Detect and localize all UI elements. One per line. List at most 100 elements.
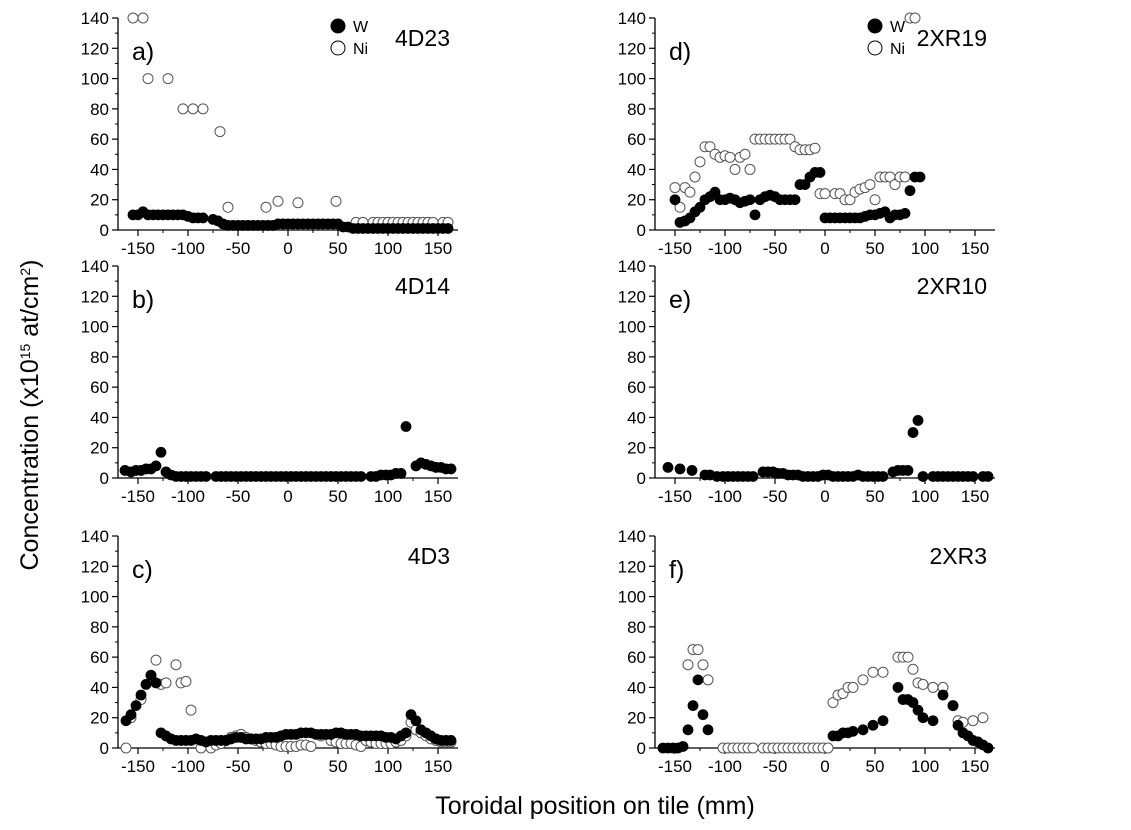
- data-point-ni: [867, 666, 879, 678]
- data-point-ni: [899, 171, 911, 183]
- y-tick-label: 0: [100, 469, 109, 488]
- tile-label: 2XR3: [929, 543, 987, 569]
- x-tick-label: -150: [658, 487, 692, 506]
- data-point-w: [709, 186, 721, 198]
- data-point-ni: [869, 194, 881, 206]
- y-tick-label: 140: [81, 257, 109, 276]
- data-point-ni: [847, 681, 859, 693]
- x-tick-label: -100: [708, 239, 742, 258]
- data-point-ni: [330, 195, 342, 207]
- y-axis-label-main: Concentration (x10: [16, 359, 44, 570]
- y-tick-label: 40: [90, 160, 109, 179]
- data-point-ni: [827, 697, 839, 709]
- data-point-ni: [684, 186, 696, 198]
- data-point-ni: [927, 681, 939, 693]
- data-point-w: [697, 709, 709, 721]
- x-tick-label: -50: [763, 239, 788, 258]
- x-tick-label: -50: [226, 487, 251, 506]
- data-point-ni: [822, 742, 834, 754]
- data-point-ni: [682, 659, 694, 671]
- data-point-w: [702, 724, 714, 736]
- data-point-w: [847, 725, 859, 737]
- y-tick-label: 100: [81, 318, 109, 337]
- data-point-w: [155, 446, 167, 458]
- x-tick-label: -100: [708, 487, 742, 506]
- data-point-w: [694, 201, 706, 213]
- y-tick-label: 20: [627, 439, 646, 458]
- data-point-w: [662, 461, 674, 473]
- panel-label: d): [669, 38, 691, 66]
- data-point-ni: [724, 151, 736, 163]
- data-point-ni: [909, 12, 921, 24]
- data-point-w: [150, 460, 162, 472]
- y-tick-label: 120: [81, 557, 109, 576]
- y-tick-label: 40: [90, 408, 109, 427]
- data-point-w: [445, 735, 457, 746]
- y-tick-label: 120: [81, 39, 109, 58]
- y-tick-label: 0: [637, 469, 646, 488]
- data-point-w: [674, 463, 686, 475]
- x-tick-label: 100: [374, 757, 402, 776]
- data-point-ni: [120, 742, 132, 754]
- x-tick-label: -150: [121, 487, 155, 506]
- data-point-ni: [674, 201, 686, 213]
- y-tick-label: 100: [618, 70, 646, 89]
- legend-ni-marker: [867, 40, 883, 56]
- panel-f: 0 20 40 60 80 100 120 140 -150 -100 -50 0 50 100 150 f)…: [618, 527, 995, 776]
- data-point-w: [747, 471, 759, 482]
- data-point-w: [927, 715, 939, 727]
- data-point-ni: [689, 171, 701, 183]
- data-point-w: [677, 741, 689, 752]
- data-point-ni: [222, 201, 234, 213]
- x-tick-label: 150: [961, 239, 989, 258]
- tile-label: 2XR10: [917, 273, 987, 299]
- panel-d: 0 20 40 60 80 100 120 140 -150 -100 -50 0 50 100 150 d)…: [618, 9, 995, 258]
- x-tick-label: -50: [763, 757, 788, 776]
- panel-b: 0 20 40 60 80 100 120 140 -150 -100 -50 0 50 100 150 b)…: [81, 257, 458, 506]
- x-tick-label: 0: [283, 487, 292, 506]
- x-axis-label: Toroidal position on tile (mm): [435, 792, 755, 820]
- data-point-w: [744, 194, 756, 206]
- data-point-w: [687, 700, 699, 711]
- x-tick-label: 150: [424, 239, 452, 258]
- y-tick-label: 40: [627, 160, 646, 179]
- y-tick-label: 0: [637, 221, 646, 240]
- data-point-ni: [187, 103, 199, 115]
- data-point-w: [904, 185, 916, 197]
- y-tick-label: 140: [618, 9, 646, 28]
- y-tick-label: 100: [618, 588, 646, 607]
- data-point-ni: [177, 103, 189, 115]
- y-tick-label: 140: [618, 527, 646, 546]
- panel-label: b): [132, 286, 154, 314]
- data-point-ni: [729, 163, 741, 175]
- y-tick-label: 60: [90, 378, 109, 397]
- x-tick-label: 0: [283, 239, 292, 258]
- data-point-ni: [857, 674, 869, 686]
- data-point-w: [355, 471, 367, 482]
- y-tick-label: 120: [81, 287, 109, 306]
- data-point-w: [400, 421, 412, 432]
- data-point-w: [967, 471, 979, 482]
- data-point-w: [445, 463, 457, 475]
- x-tick-label: 150: [961, 757, 989, 776]
- x-tick-label: 100: [911, 239, 939, 258]
- data-point-w: [669, 194, 681, 206]
- data-point-w: [899, 207, 911, 219]
- y-tick-label: 20: [627, 709, 646, 728]
- x-tick-label: 150: [961, 487, 989, 506]
- data-point-w: [197, 212, 209, 224]
- data-point-w: [135, 689, 147, 701]
- data-point-w: [912, 704, 924, 716]
- data-point-w: [442, 223, 454, 234]
- y-tick-label: 80: [627, 100, 646, 119]
- x-tick-label: 100: [374, 487, 402, 506]
- x-tick-label: 150: [424, 487, 452, 506]
- x-tick-label: 50: [329, 487, 348, 506]
- data-point-w: [130, 700, 142, 711]
- tile-label: 2XR19: [917, 25, 987, 51]
- data-point-ni: [170, 659, 182, 671]
- data-point-w: [877, 715, 889, 727]
- y-axis-label-unit-exp: 2: [17, 268, 33, 276]
- legend-w-label: W: [890, 19, 906, 36]
- x-tick-label: 0: [283, 757, 292, 776]
